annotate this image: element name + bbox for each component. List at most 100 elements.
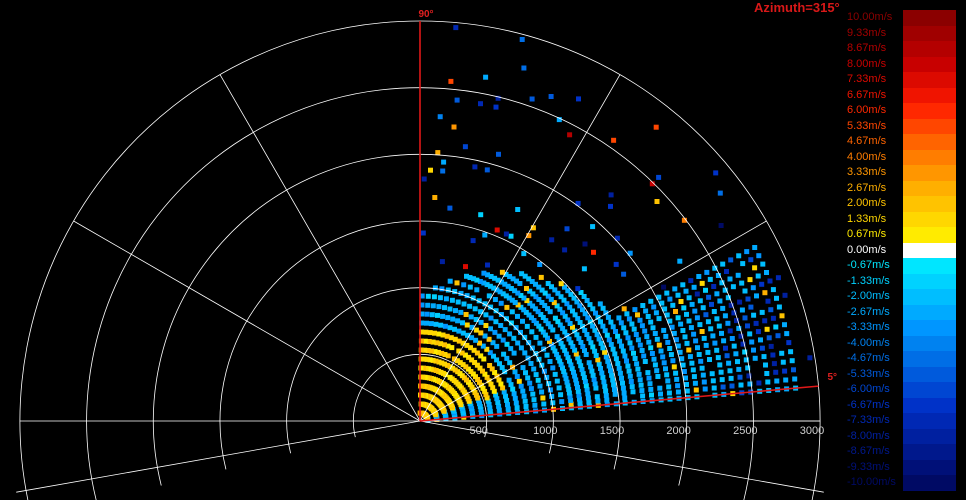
echo-cell: [681, 217, 687, 223]
echo-cell: [525, 355, 531, 361]
echo-cell: [567, 304, 573, 310]
echo-cell: [440, 168, 446, 174]
echo-cell: [521, 251, 527, 257]
echo-cell: [495, 95, 501, 101]
echo-cell: [499, 269, 505, 275]
echo-cell: [756, 380, 762, 386]
echo-cell: [705, 319, 711, 325]
echo-cell: [632, 356, 638, 361]
echo-cell: [567, 132, 573, 138]
echo-cell: [713, 170, 719, 176]
echo-cell: [584, 332, 590, 337]
echo-cell: [586, 399, 592, 405]
echo-cell: [537, 262, 543, 267]
colorbar-swatch: [903, 289, 956, 305]
echo-cell: [641, 353, 647, 359]
echo-cell: [485, 262, 490, 268]
echo-cell: [496, 333, 502, 339]
echo-cell: [504, 304, 510, 310]
echo-cell: [642, 328, 648, 334]
echo-cell: [762, 318, 768, 324]
echo-cell: [663, 333, 669, 339]
echo-cell: [764, 270, 769, 275]
echo-cell: [711, 309, 717, 314]
echo-cell: [618, 320, 624, 326]
echo-cell: [719, 330, 724, 336]
colorbar-swatch: [903, 165, 956, 181]
echo-cell: [709, 371, 715, 377]
echo-cell: [523, 309, 529, 315]
echo-cell: [427, 357, 433, 363]
echo-cell: [433, 358, 439, 364]
echo-cell: [447, 278, 453, 284]
echo-cell: [461, 282, 467, 288]
echo-cell: [521, 295, 527, 301]
echo-cell: [535, 377, 541, 383]
echo-cell: [661, 284, 667, 290]
echo-cell: [478, 101, 483, 107]
echo-cell: [439, 350, 445, 356]
echo-cell: [739, 280, 745, 286]
echo-cell: [508, 286, 514, 291]
echo-cell: [599, 370, 605, 376]
echo-cell: [646, 375, 652, 381]
echo-cell: [529, 96, 535, 102]
echo-cell: [541, 346, 547, 352]
echo-cell: [786, 340, 792, 346]
echo-cell: [750, 285, 756, 291]
echo-cell: [656, 316, 662, 322]
echo-cell: [627, 250, 633, 256]
echo-cell: [600, 323, 606, 329]
echo-cell: [617, 370, 623, 376]
echo-cell: [739, 307, 745, 313]
echo-cell: [575, 385, 580, 390]
echo-cell: [486, 402, 492, 407]
echo-cell: [521, 65, 527, 71]
echo-cell: [626, 316, 632, 322]
echo-cell: [712, 265, 718, 271]
echo-cell: [562, 247, 568, 253]
echo-cell: [654, 336, 660, 342]
echo-cell: [715, 273, 721, 278]
echo-cell: [550, 345, 556, 351]
echo-cell: [588, 340, 594, 346]
echo-cell: [469, 324, 475, 330]
echo-cell: [498, 381, 504, 387]
echo-cell: [487, 405, 493, 411]
echo-cell: [540, 395, 546, 401]
echo-cell: [770, 287, 776, 293]
echo-cell: [587, 319, 593, 325]
echo-cell: [468, 345, 473, 351]
echo-cell: [428, 321, 434, 327]
echo-cell: [751, 347, 756, 353]
echo-cell: [474, 287, 480, 293]
echo-cell: [557, 322, 563, 328]
echo-cell: [603, 354, 609, 360]
echo-cell: [515, 313, 520, 319]
echo-cell: [558, 294, 564, 300]
echo-cell: [562, 313, 568, 319]
echo-cell: [582, 348, 587, 353]
echo-cell: [565, 317, 571, 323]
echo-cell: [454, 280, 460, 286]
echo-cell: [469, 335, 475, 341]
colorbar-swatch: [903, 382, 956, 398]
colorbar-label: -4.00m/s: [847, 336, 890, 349]
echo-cell: [579, 367, 585, 373]
echo-cell: [572, 347, 578, 353]
range-tick-labels: 90° 5° 500 1000 1500 2000 2500 3000: [418, 9, 837, 437]
echo-cell: [508, 346, 514, 352]
echo-cell: [529, 345, 535, 351]
echo-cell: [583, 352, 589, 357]
echo-cell: [551, 300, 557, 306]
echo-cell: [577, 303, 583, 309]
colorbar-label: -9.33m/s: [847, 460, 890, 473]
echo-cell: [566, 390, 572, 396]
echo-cell: [461, 301, 467, 307]
colorbar-swatch: [903, 459, 956, 476]
echo-cell: [570, 344, 576, 349]
echo-cell: [508, 233, 514, 239]
echo-cell: [717, 362, 723, 368]
echo-cell: [488, 381, 494, 387]
echo-cell: [522, 398, 528, 404]
